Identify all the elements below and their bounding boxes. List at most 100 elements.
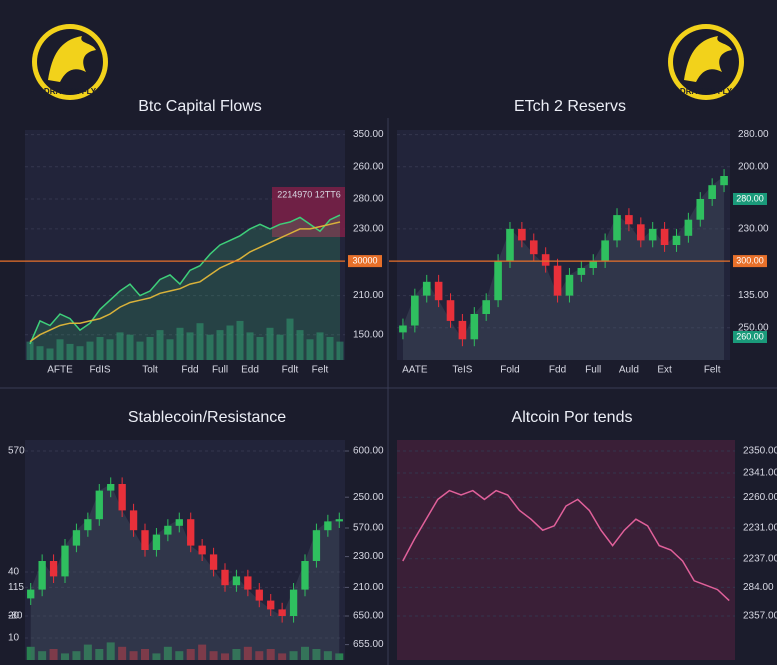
candle-body: [411, 295, 419, 326]
chart-panel: Stablecoin/Resistance 570 40 20 10 115 -80 600.…: [8, 409, 384, 660]
x-tick-label: Fdlt: [282, 365, 299, 376]
volume-bar: [95, 649, 104, 660]
chart-panel: Btc Capital Flows 350.00 260.00 280.00 230.0…: [0, 98, 384, 376]
volume-bar: [86, 341, 94, 360]
candle-body: [38, 561, 46, 590]
candle-body: [301, 561, 309, 590]
candle-body: [434, 281, 443, 301]
volume-bar: [278, 653, 287, 660]
volume-bar: [186, 332, 194, 360]
chart-title: Stablecoin/Resistance: [128, 409, 286, 426]
x-tick-label: Ext: [657, 365, 672, 376]
price-marker-label: 300.00: [736, 255, 764, 265]
y2-tick-label: 250.00: [353, 492, 384, 503]
y-tick-label: 10: [8, 633, 20, 644]
volume-bar: [163, 646, 172, 660]
candle-body: [672, 235, 681, 245]
candle-body: [518, 228, 526, 241]
volume-bar: [196, 323, 204, 360]
x-tick-label: Full: [585, 365, 601, 376]
volume-bar: [26, 341, 34, 360]
volume-bar: [296, 330, 304, 360]
candle-body: [720, 176, 728, 186]
candle-body: [175, 519, 183, 526]
volume-bar: [316, 332, 324, 360]
candle-body: [255, 589, 263, 601]
candle-body: [244, 576, 252, 590]
candle-body: [289, 589, 298, 616]
volume-bar: [186, 649, 195, 660]
y-tick-label: 280.00: [353, 194, 384, 205]
candle-body: [267, 600, 275, 610]
logo-text: DRAGON FLY: [44, 87, 97, 96]
candle-body: [506, 228, 514, 262]
candle-body: [482, 300, 491, 314]
candle-body: [129, 510, 138, 531]
candle-body: [95, 490, 103, 520]
volume-bar: [312, 649, 321, 660]
volume-bar: [306, 339, 314, 360]
candle-body: [152, 534, 161, 550]
y2-tick-label: 600.00: [353, 446, 384, 457]
candle-body: [278, 609, 286, 616]
chart-panel: ETch 2 Reservs 280.00 200.00 230.00 135.00 25…: [389, 98, 769, 376]
volume-bar: [209, 651, 218, 660]
candle-body: [61, 545, 69, 577]
volume-bar: [286, 318, 294, 360]
candle-body: [446, 300, 455, 321]
volume-bar: [289, 651, 298, 660]
y-tick-label: 2341.00: [743, 468, 777, 479]
x-tick-label: TeIS: [452, 365, 472, 376]
logo-dragon: [48, 36, 96, 82]
volume-bar: [255, 651, 264, 660]
candle-body: [209, 554, 218, 570]
x-tick-label: AFTE: [47, 365, 73, 376]
plot-area: [397, 440, 735, 660]
candle-body: [324, 521, 332, 531]
volume-bar: [232, 649, 241, 660]
chart-panel: Altcoin Por tends 2350.00 2341.00 2260.00 22…: [397, 409, 777, 660]
line-series: [29, 221, 341, 343]
candle-body: [458, 320, 467, 340]
y-tick-label: 2237.00: [743, 553, 777, 564]
volume-bar: [116, 332, 124, 360]
y-tick-label: 260.00: [353, 161, 384, 172]
volume-bar: [176, 327, 184, 360]
volume-bar: [236, 320, 244, 360]
volume-bar: [152, 653, 161, 660]
volume-bar: [61, 653, 69, 660]
volume-bar: [243, 646, 252, 660]
volume-bar: [166, 339, 174, 360]
volume-bar: [301, 646, 309, 660]
x-tick-label: Auld: [619, 365, 639, 376]
x-tick-label: Tolt: [142, 365, 158, 376]
candle-body: [187, 519, 195, 546]
volume-bar: [146, 337, 154, 360]
y-tick-label: 350.00: [353, 129, 384, 140]
y-tick-label: 280.00: [738, 129, 769, 140]
candle-body: [601, 240, 609, 262]
candle-body: [565, 274, 574, 296]
y-tick-label: 210.00: [353, 290, 384, 301]
x-tick-label: Fold: [500, 365, 519, 376]
candle-body: [312, 530, 321, 561]
volume-bar: [141, 649, 149, 660]
candle-body: [72, 530, 81, 546]
volume-bar: [118, 646, 127, 660]
candle-body: [529, 240, 538, 255]
candle-body: [684, 219, 693, 236]
price-marker-label: 260.00: [736, 331, 764, 341]
y-tick-label: 250.00: [738, 322, 769, 333]
volume-bar: [156, 330, 164, 360]
candle-body: [107, 484, 115, 491]
volume-bar: [246, 332, 254, 360]
volume-bar: [26, 646, 35, 660]
volume-bar: [106, 339, 114, 360]
candle-body: [613, 215, 621, 241]
volume-bar: [216, 330, 224, 360]
volume-bar: [46, 348, 54, 360]
candle-body: [541, 254, 550, 266]
candle-body: [577, 268, 586, 275]
volume-bar: [198, 644, 207, 660]
y2-tick-label: 210.00: [353, 582, 384, 593]
